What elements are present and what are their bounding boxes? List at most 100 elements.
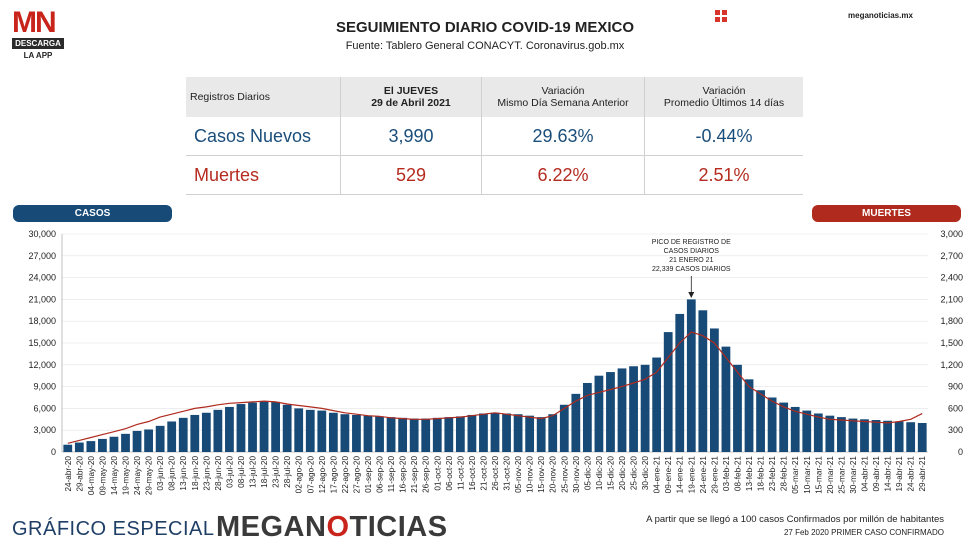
site-url[interactable]: meganoticias.mx xyxy=(848,11,913,20)
page-subtitle: Fuente: Tablero General CONACYT. Coronav… xyxy=(345,40,625,52)
x-tick-label: 28-jul-20 xyxy=(283,456,292,488)
x-tick-label: 26-oct-20 xyxy=(491,456,500,491)
bar-casos xyxy=(513,414,523,452)
bar-casos xyxy=(444,417,454,452)
x-tick-label: 14-ene-21 xyxy=(676,456,685,494)
bar-casos xyxy=(709,328,719,452)
annotation-arrowhead xyxy=(688,292,695,298)
bar-casos xyxy=(467,414,477,452)
x-tick-label: 23-jun-20 xyxy=(202,456,211,491)
bar-casos xyxy=(421,418,431,452)
logo-mark: MN xyxy=(12,6,57,39)
x-tick-label: 05-mar-21 xyxy=(791,456,800,494)
stats-header-date: El JUEVES 29 de Abril 2021 xyxy=(340,77,482,117)
annotation-text: CASOS DIARIOS xyxy=(664,248,720,255)
x-tick-label: 04-may-20 xyxy=(87,456,96,496)
annotation-text: 22,339 CASOS DIARIOS xyxy=(652,266,731,273)
bar-casos xyxy=(548,414,558,452)
x-tick-label: 08-jul-20 xyxy=(237,456,246,488)
bar-casos xyxy=(698,310,708,452)
bar-casos xyxy=(779,402,789,452)
bar-casos xyxy=(617,368,627,452)
bar-casos xyxy=(340,414,350,452)
x-tick-label: 08-feb-21 xyxy=(733,456,742,491)
bar-casos xyxy=(571,393,581,452)
page-title: SEGUIMIENTO DIARIO COVID-19 MEXICO xyxy=(335,19,635,36)
bar-casos xyxy=(582,382,592,452)
x-tick-label: 13-jul-20 xyxy=(249,456,258,488)
bar-casos xyxy=(398,417,408,452)
x-tick-label: 16-sep-20 xyxy=(399,456,408,493)
x-tick-label: 06-sep-20 xyxy=(376,456,385,493)
y-tick-left: 24,000 xyxy=(28,273,56,283)
bar-casos xyxy=(74,442,84,452)
bar-casos xyxy=(375,416,384,452)
x-tick-label: 21-sep-20 xyxy=(410,456,419,493)
x-tick-label: 29-ene-21 xyxy=(710,456,719,494)
x-tick-label: 06-oct-20 xyxy=(445,456,454,491)
x-tick-label: 13-jun-20 xyxy=(179,456,188,491)
x-tick-label: 07-ago-20 xyxy=(306,456,315,494)
x-tick-label: 27-ago-20 xyxy=(352,456,361,494)
x-tick-label: 15-mar-21 xyxy=(814,456,823,494)
x-tick-label: 12-ago-20 xyxy=(318,456,327,494)
logo-app-label: LA APP xyxy=(23,51,53,60)
x-tick-label: 29-abr-20 xyxy=(75,456,84,492)
bar-casos xyxy=(894,421,904,452)
x-tick-label: 18-jul-20 xyxy=(260,456,269,488)
x-tick-label: 09-ene-21 xyxy=(664,456,673,494)
x-tick-label: 11-oct-20 xyxy=(456,456,465,490)
y-tick-left: 3,000 xyxy=(33,425,56,435)
x-tick-label: 30-dic-20 xyxy=(641,456,650,491)
x-tick-label: 10-mar-21 xyxy=(803,456,812,494)
x-tick-label: 24-may-20 xyxy=(133,456,142,496)
bar-casos xyxy=(282,404,292,452)
bar-casos xyxy=(225,406,234,452)
stats-header-14d: Variación Promedio Últimos 14 días xyxy=(644,77,803,117)
x-tick-label: 10-nov-20 xyxy=(526,456,535,493)
stats-row-label: Muertes xyxy=(186,155,341,195)
bar-casos xyxy=(317,410,327,452)
meganoticias-logo[interactable]: MN DESCARGA LA APP xyxy=(12,6,64,60)
x-tick-label: 30-nov-20 xyxy=(572,456,581,493)
x-tick-label: 03-jun-20 xyxy=(156,456,165,491)
bar-casos xyxy=(236,404,246,452)
x-tick-label: 24-ene-21 xyxy=(699,456,708,494)
stats-table: Registros Diarios El JUEVES 29 de Abril 2… xyxy=(186,77,803,195)
y-tick-right: 600 xyxy=(948,403,963,413)
x-tick-label: 14-abr-21 xyxy=(884,456,893,492)
x-tick-label: 23-feb-21 xyxy=(768,456,777,491)
y-tick-right: 3,000 xyxy=(940,229,963,239)
bar-casos xyxy=(663,332,673,452)
bar-casos xyxy=(363,415,373,452)
x-tick-label: 04-ene-21 xyxy=(653,456,662,494)
footer-note-first-case: 27 Feb 2020 PRIMER CASO CONFIRMADO xyxy=(783,528,944,537)
x-tick-label: 25-dic-20 xyxy=(630,456,639,491)
x-tick-label: 02-ago-20 xyxy=(295,456,304,494)
bar-casos xyxy=(132,430,142,452)
logo-download-label: DESCARGA xyxy=(12,38,64,49)
x-tick-label: 26-sep-20 xyxy=(422,456,431,493)
bar-casos xyxy=(860,419,869,452)
y-tick-left: 21,000 xyxy=(28,294,56,304)
x-tick-label: 01-sep-20 xyxy=(364,456,373,493)
bar-casos xyxy=(629,366,638,452)
x-tick-label: 09-may-20 xyxy=(98,456,107,496)
bar-casos xyxy=(502,413,511,452)
bar-casos xyxy=(86,441,96,452)
bar-casos xyxy=(294,408,304,452)
legend-muertes: MUERTES xyxy=(812,205,961,222)
y-tick-right: 900 xyxy=(948,382,963,392)
x-tick-label: 28-feb-21 xyxy=(780,456,789,491)
x-tick-label: 08-jun-20 xyxy=(168,456,177,491)
y-tick-right: 1,200 xyxy=(940,360,963,370)
x-tick-label: 20-mar-21 xyxy=(826,456,835,494)
bar-casos xyxy=(606,372,615,452)
line-muertes xyxy=(67,331,923,444)
annotation-text: 21 ENERO 21 xyxy=(669,257,713,264)
grid-icon[interactable] xyxy=(715,10,727,22)
x-tick-label: 05-dic-20 xyxy=(583,456,592,491)
x-tick-label: 18-jun-20 xyxy=(191,456,200,491)
bar-casos xyxy=(328,412,338,452)
x-tick-label: 25-mar-21 xyxy=(837,456,846,494)
